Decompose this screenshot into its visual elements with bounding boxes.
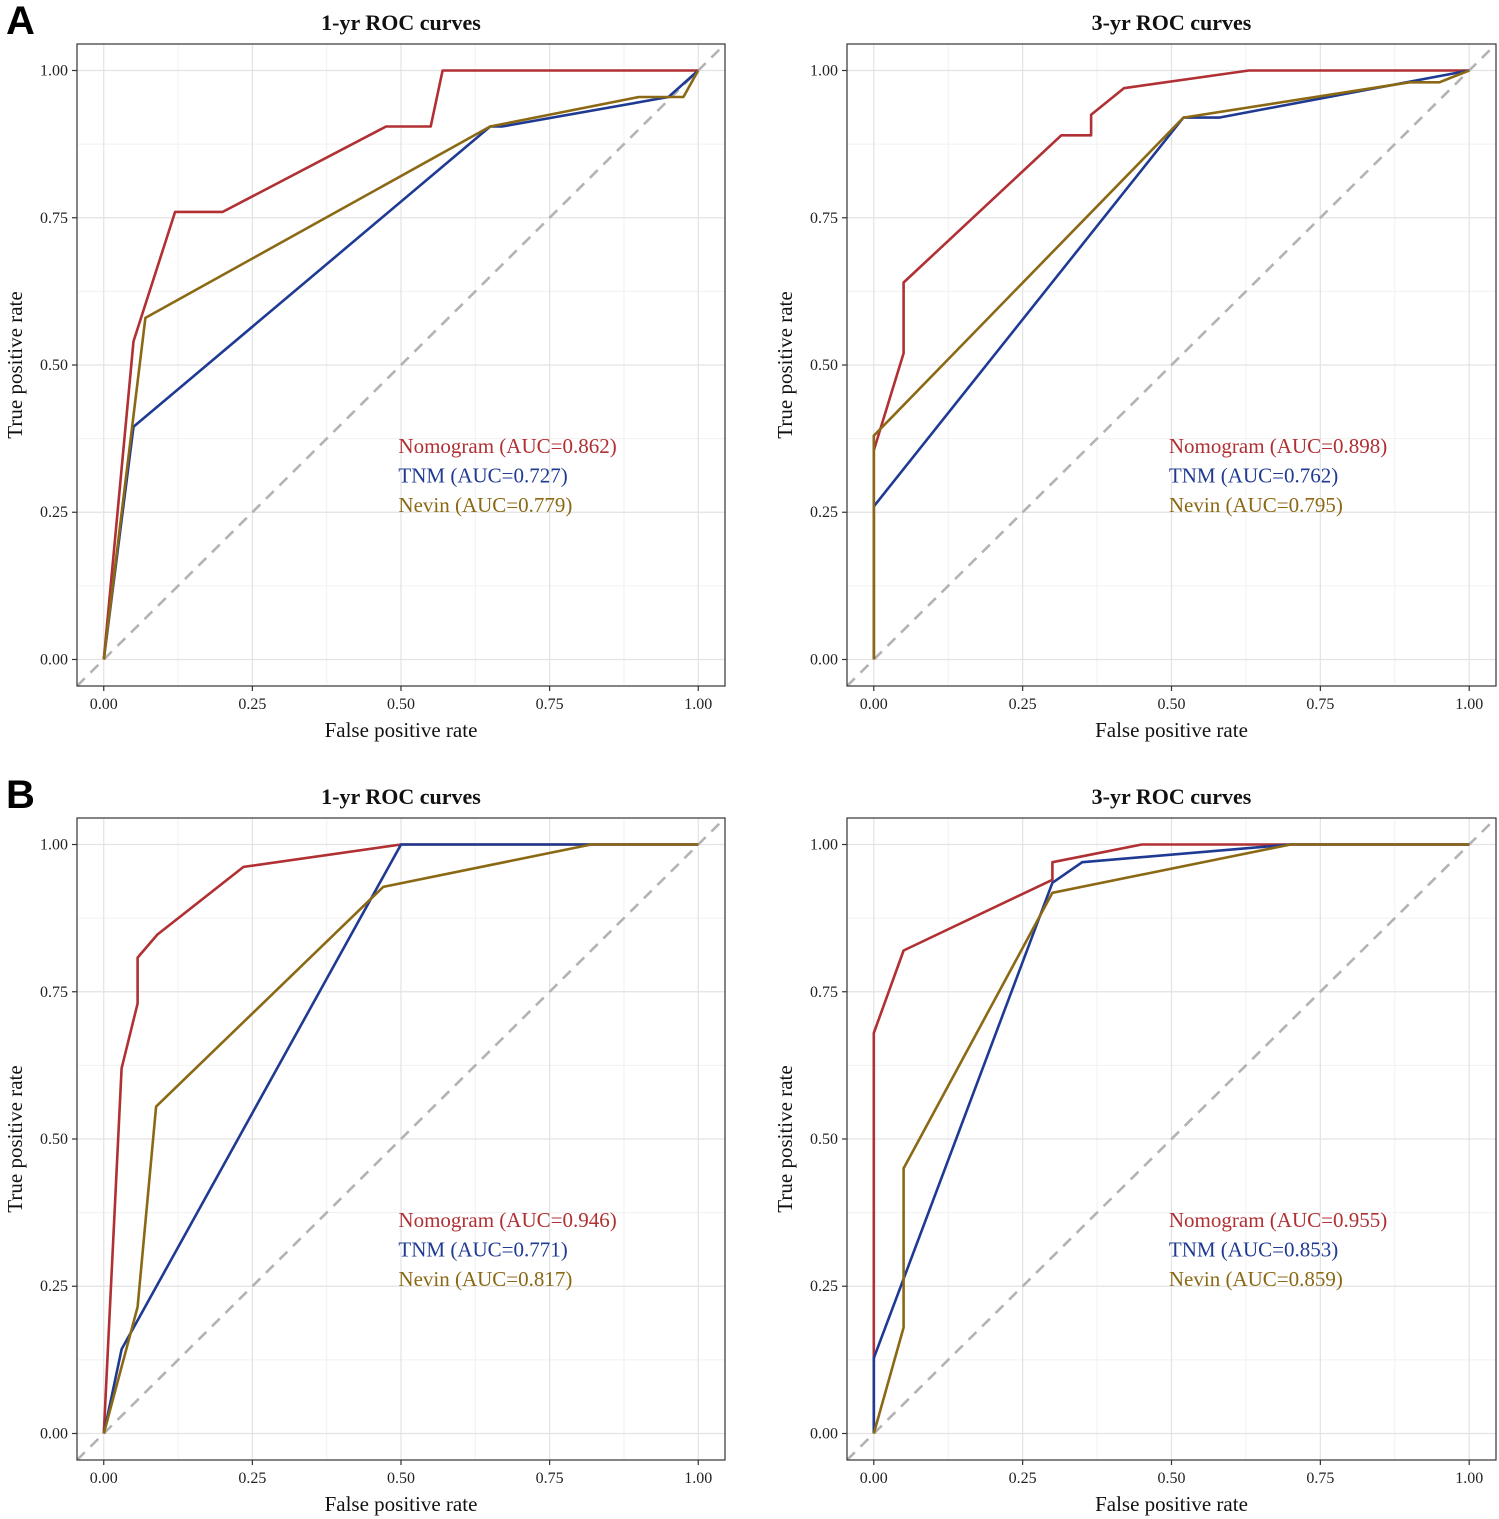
legend-entry-nevin: Nevin (AUC=0.779) xyxy=(398,493,572,517)
legend-entry-nomogram: Nomogram (AUC=0.946) xyxy=(398,1208,616,1232)
y-axis-label: True positive rate xyxy=(773,291,797,438)
chart-title: 3-yr ROC curves xyxy=(1092,10,1252,35)
x-tick-label: 0.75 xyxy=(536,696,564,713)
x-tick-label: 1.00 xyxy=(1455,696,1483,713)
panel-letter-a: A xyxy=(6,0,35,43)
chart-panel-4: 0.00 0.00 0.25 0.25 0.50 0.50 0.75 0.75 1.00 1.00… xyxy=(773,784,1497,1516)
y-tick-label: 1.00 xyxy=(40,63,68,80)
chart-panel-2: 0.00 0.00 0.25 0.25 0.50 0.50 0.75 0.75 1.00 1.00… xyxy=(773,10,1497,742)
legend-entry-nomogram: Nomogram (AUC=0.898) xyxy=(1169,434,1387,458)
y-tick-label: 0.50 xyxy=(810,1131,838,1148)
y-tick-label: 0.00 xyxy=(40,1425,68,1442)
y-tick-label: 0.75 xyxy=(810,984,838,1001)
y-tick-label: 1.00 xyxy=(810,63,838,80)
y-tick-label: 0.50 xyxy=(810,357,838,374)
y-tick-label: 0.25 xyxy=(40,1278,68,1295)
reference-diagonal xyxy=(77,44,725,686)
y-axis-label: True positive rate xyxy=(3,1065,27,1212)
y-tick-label: 0.00 xyxy=(810,1425,838,1442)
x-tick-label: 0.50 xyxy=(387,696,415,713)
chart-panel-1: 0.00 0.00 0.25 0.25 0.50 0.50 0.75 0.75 1.00 1.00… xyxy=(3,10,726,742)
x-tick-label: 0.75 xyxy=(1306,696,1334,713)
reference-diagonal xyxy=(847,818,1496,1460)
legend-entry-tnm: TNM (AUC=0.727) xyxy=(398,463,567,487)
reference-diagonal xyxy=(847,44,1496,686)
x-tick-label: 0.50 xyxy=(387,1470,415,1487)
x-axis-label: False positive rate xyxy=(325,1492,478,1516)
y-tick-label: 0.75 xyxy=(40,210,68,227)
series-line-nevin xyxy=(102,843,699,1434)
x-axis-label: False positive rate xyxy=(325,718,478,742)
x-tick-label: 0.75 xyxy=(536,1470,564,1487)
x-axis-label: False positive rate xyxy=(1095,718,1248,742)
chart-title: 3-yr ROC curves xyxy=(1092,784,1252,809)
chart-title: 1-yr ROC curves xyxy=(321,784,481,809)
legend-entry-nomogram: Nomogram (AUC=0.862) xyxy=(398,434,616,458)
series-line-tnm xyxy=(102,843,699,1434)
x-tick-label: 0.00 xyxy=(860,696,888,713)
legend-entry-nevin: Nevin (AUC=0.817) xyxy=(398,1267,572,1291)
legend-entry-nevin: Nevin (AUC=0.795) xyxy=(1169,493,1343,517)
x-tick-label: 1.00 xyxy=(684,696,712,713)
x-tick-label: 1.00 xyxy=(1455,1470,1483,1487)
y-tick-label: 0.50 xyxy=(40,357,68,374)
y-tick-label: 0.75 xyxy=(40,984,68,1001)
x-tick-label: 0.25 xyxy=(238,696,266,713)
y-tick-label: 0.00 xyxy=(40,651,68,668)
x-tick-label: 0.75 xyxy=(1306,1470,1334,1487)
y-tick-label: 0.25 xyxy=(810,1278,838,1295)
legend-entry-tnm: TNM (AUC=0.762) xyxy=(1169,463,1338,487)
legend-entry-nevin: Nevin (AUC=0.859) xyxy=(1169,1267,1343,1291)
x-axis-label: False positive rate xyxy=(1095,1492,1248,1516)
legend-entry-tnm: TNM (AUC=0.771) xyxy=(398,1237,567,1261)
x-tick-label: 0.25 xyxy=(1009,696,1037,713)
y-tick-label: 0.00 xyxy=(810,651,838,668)
panel-letter-b: B xyxy=(6,773,35,817)
y-tick-label: 0.75 xyxy=(810,210,838,227)
y-tick-label: 1.00 xyxy=(40,837,68,854)
x-tick-label: 0.25 xyxy=(1009,1470,1037,1487)
series-line-nevin xyxy=(872,843,1470,1434)
reference-diagonal xyxy=(77,818,725,1460)
series-line-nomogram xyxy=(102,69,699,660)
x-tick-label: 0.50 xyxy=(1158,1470,1186,1487)
charts-layer: 0.00 0.00 0.25 0.25 0.50 0.50 0.75 0.75 1.00 1.00… xyxy=(3,10,1497,1516)
series-line-nomogram xyxy=(872,69,1470,660)
y-tick-label: 0.25 xyxy=(810,504,838,521)
y-tick-label: 0.50 xyxy=(40,1131,68,1148)
chart-title: 1-yr ROC curves xyxy=(321,10,481,35)
legend-entry-nomogram: Nomogram (AUC=0.955) xyxy=(1169,1208,1387,1232)
x-tick-label: 1.00 xyxy=(684,1470,712,1487)
y-axis-label: True positive rate xyxy=(773,1065,797,1212)
series-line-nevin xyxy=(102,69,700,660)
legend-entry-tnm: TNM (AUC=0.853) xyxy=(1169,1237,1338,1261)
x-tick-label: 0.50 xyxy=(1158,696,1186,713)
series-line-nomogram xyxy=(102,843,699,1434)
x-tick-label: 0.00 xyxy=(90,696,118,713)
x-tick-label: 0.00 xyxy=(90,1470,118,1487)
y-axis-label: True positive rate xyxy=(3,291,27,438)
y-tick-label: 1.00 xyxy=(810,837,838,854)
y-tick-label: 0.25 xyxy=(40,504,68,521)
series-line-nomogram xyxy=(872,843,1470,1434)
x-tick-label: 0.00 xyxy=(860,1470,888,1487)
series-line-nevin xyxy=(872,69,1470,660)
chart-panel-3: 0.00 0.00 0.25 0.25 0.50 0.50 0.75 0.75 1.00 1.00… xyxy=(3,784,726,1516)
x-tick-label: 0.25 xyxy=(238,1470,266,1487)
